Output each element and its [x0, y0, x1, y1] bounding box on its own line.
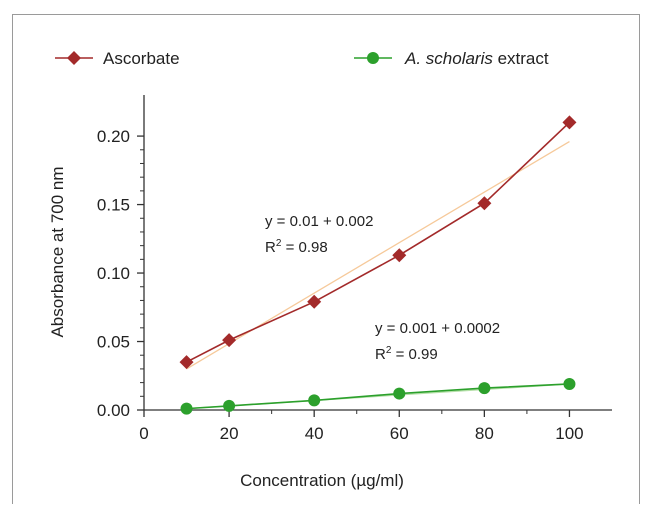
data-point-ascorbate	[222, 333, 237, 348]
data-point-ascorbate	[307, 294, 322, 309]
series-lines	[186, 121, 571, 410]
annotation-extract: y = 0.001 + 0.0002 R2 = 0.99	[375, 320, 500, 363]
x-tick-label: 60	[390, 424, 409, 443]
x-ticks: 0 20 40 60 80 100	[139, 410, 584, 443]
equation-extract: y = 0.001 + 0.0002	[375, 320, 500, 337]
legend-item-ascorbate: Ascorbate	[55, 49, 180, 68]
legend-label-extract: A. scholaris extract	[404, 49, 549, 68]
y-tick-label: 0.00	[97, 401, 130, 420]
r2-ascorbate: R2 = 0.98	[265, 238, 328, 256]
y-ticks: 0.00 0.05 0.10 0.15 0.20	[97, 127, 144, 420]
series-line-1	[186, 383, 570, 410]
legend-item-extract: A. scholaris extract	[354, 49, 549, 68]
y-tick-label: 0.10	[97, 264, 130, 283]
data-point-ascorbate	[179, 355, 194, 370]
y-tick-label: 0.05	[97, 333, 130, 352]
y-tick-label: 0.15	[97, 196, 130, 215]
r2-extract: R2 = 0.99	[375, 345, 438, 363]
x-axis-title: Concentration (µg/ml)	[240, 471, 404, 490]
legend-label-ascorbate: Ascorbate	[103, 49, 180, 68]
data-point-ascorbate	[477, 196, 492, 211]
data-point-ascorbate	[392, 248, 407, 263]
x-tick-label: 20	[220, 424, 239, 443]
x-tick-label: 40	[305, 424, 324, 443]
data-point-extract	[393, 387, 406, 400]
data-point-extract	[180, 402, 193, 415]
series-line-0	[186, 121, 571, 363]
x-tick-label: 80	[475, 424, 494, 443]
y-axis-title: Absorbance at 700 nm	[48, 166, 67, 337]
trendlines	[186, 141, 570, 410]
x-tick-label: 0	[139, 424, 148, 443]
chart-frame	[12, 14, 640, 504]
equation-ascorbate: y = 0.01 + 0.002	[265, 213, 373, 230]
y-tick-label: 0.20	[97, 127, 130, 146]
data-point-ascorbate	[562, 115, 577, 130]
data-point-extract	[563, 377, 576, 390]
x-tick-label: 100	[555, 424, 583, 443]
series-markers	[179, 115, 577, 415]
data-point-extract	[308, 394, 321, 407]
legend: Ascorbate A. scholaris extract	[55, 49, 549, 68]
annotation-ascorbate: y = 0.01 + 0.002 R2 = 0.98	[265, 213, 373, 256]
data-point-extract	[223, 399, 236, 412]
data-point-extract	[478, 382, 491, 395]
